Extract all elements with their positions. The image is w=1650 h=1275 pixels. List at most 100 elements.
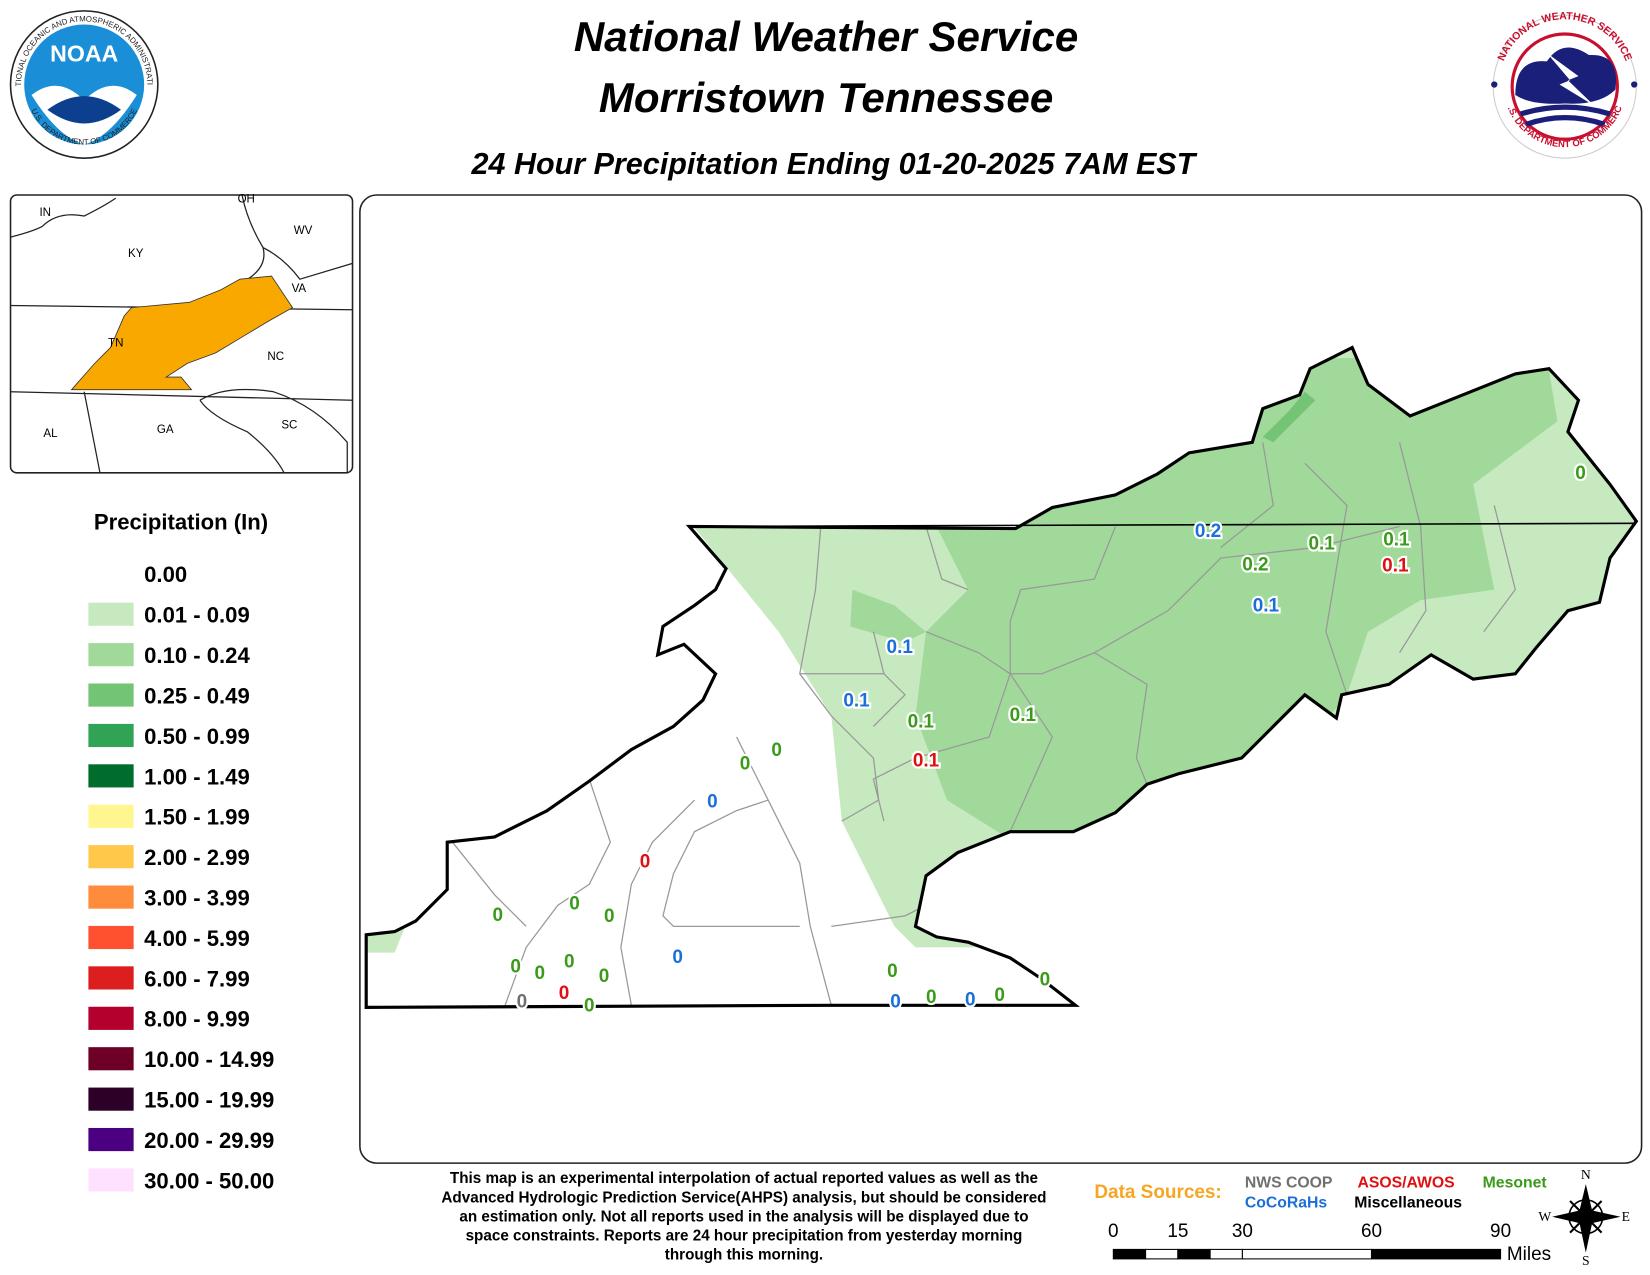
state-label: AL <box>43 428 58 440</box>
state-label: WV <box>294 225 313 237</box>
legend-swatch <box>88 804 134 828</box>
note-line: Advanced Hydrologic Prediction Service(A… <box>441 1189 1046 1206</box>
inset-map: IN OH WV KY VA TN NC AL GA SC <box>9 193 354 474</box>
source-name: CoCoRaHs <box>1245 1194 1328 1211</box>
note-line: an estimation only. Not all reports used… <box>459 1208 1028 1225</box>
legend-label: 4.00 - 5.99 <box>144 926 250 951</box>
source-name: NWS COOP <box>1245 1174 1333 1191</box>
compass-letter: W <box>1538 1209 1551 1224</box>
scale-tick-label: 30 <box>1232 1221 1253 1242</box>
legend-swatch <box>88 925 134 950</box>
station-value: 0.1 <box>1382 556 1408 577</box>
station-value: 0 <box>1575 463 1586 484</box>
station-value: 0 <box>510 957 521 978</box>
state-label: SC <box>281 420 297 432</box>
station-value: 0.2 <box>1195 521 1221 542</box>
legend-swatch <box>88 1087 134 1111</box>
station-value: 0 <box>492 905 503 926</box>
legend-swatch <box>88 1047 134 1071</box>
station-value: 0 <box>994 985 1005 1006</box>
note-line: This map is an experimental interpolatio… <box>450 1170 1038 1187</box>
state-label: GA <box>157 424 174 436</box>
legend-swatch <box>88 764 134 788</box>
legend-swatch <box>88 845 134 869</box>
station-value: 0 <box>672 947 683 968</box>
legend-label: 0.00 <box>144 562 187 587</box>
legend-title: Precipitation (In) <box>94 510 268 535</box>
scale-segment <box>1145 1248 1179 1260</box>
scale-tick-label: 60 <box>1361 1221 1382 1242</box>
source-name: ASOS/AWOS <box>1357 1174 1454 1191</box>
station-value: 0.1 <box>1383 529 1409 550</box>
legend-swatch <box>88 562 134 586</box>
station-value: 0 <box>584 996 595 1017</box>
station-value: 0.1 <box>1253 596 1279 617</box>
scale-unit: Miles <box>1507 1244 1551 1265</box>
legend-label: 3.00 - 3.99 <box>144 886 250 911</box>
scale-segment <box>1209 1248 1243 1260</box>
legend-swatch <box>88 966 134 990</box>
compass-letters: N E S W <box>1538 1167 1630 1268</box>
station-value: 0.1 <box>1010 705 1036 726</box>
legend-label: 0.25 - 0.49 <box>144 683 250 708</box>
sources-label: Data Sources: <box>1094 1182 1221 1203</box>
legend-swatch <box>88 1127 134 1152</box>
state-label: NC <box>267 351 284 363</box>
scale-tick-label: 90 <box>1490 1221 1511 1242</box>
note-line: space constraints. Reports are 24 hour p… <box>466 1228 1023 1245</box>
station-value: 0.1 <box>887 637 913 658</box>
disclaimer: This map is an experimental interpolatio… <box>441 1170 1046 1264</box>
legend-swatch <box>88 602 134 626</box>
legend-label: 0.10 - 0.24 <box>144 643 250 668</box>
legend-label: 2.00 - 2.99 <box>144 845 250 870</box>
station-value: 0.1 <box>913 750 939 771</box>
station-value: 0 <box>640 851 651 872</box>
legend-swatch <box>88 683 134 707</box>
scale-tick-label: 15 <box>1167 1221 1188 1242</box>
scale-tick-label: 0 <box>1108 1221 1119 1242</box>
station-values: 0.20.1 0.10.2 0.10.10.10.10.1 0.10.10000000… <box>490 461 1588 1019</box>
legend-label: 30.00 - 50.00 <box>144 1168 274 1193</box>
legend-label: 6.00 - 7.99 <box>144 966 250 991</box>
data-sources: NWS COOP CoCoRaHs ASOS/AWOS Miscellaneous Me… <box>1245 1174 1548 1211</box>
legend-swatch <box>88 643 134 667</box>
station-value: 0.1 <box>1309 534 1335 555</box>
title: Morristown Tennessee <box>599 74 1053 121</box>
station-value: 0 <box>771 740 782 761</box>
source-name: Mesonet <box>1483 1174 1548 1191</box>
scale-segment <box>1177 1248 1211 1260</box>
title: National Weather Service <box>574 13 1078 60</box>
station-value: 0.1 <box>908 711 934 732</box>
legend-label: 1.00 - 1.49 <box>144 764 250 789</box>
station-value: 0 <box>599 966 610 987</box>
legend-label: 0.01 - 0.09 <box>144 603 250 628</box>
station-value: 0 <box>926 987 937 1008</box>
legend-label: 8.00 - 9.99 <box>144 1007 250 1032</box>
logo-text: NOAA <box>50 40 118 66</box>
station-value: 0 <box>535 963 546 984</box>
state-label: TN <box>108 338 123 350</box>
note-line: through this morning. <box>665 1247 823 1264</box>
compass-letter: N <box>1581 1167 1591 1182</box>
compass-letter: E <box>1622 1209 1630 1224</box>
legend-label: 10.00 - 14.99 <box>144 1047 274 1072</box>
compass-rose <box>1552 1184 1621 1253</box>
state-label: VA <box>292 283 307 295</box>
state-label: IN <box>39 207 51 219</box>
station-value: 0 <box>604 906 615 927</box>
legend-label: 20.00 - 29.99 <box>144 1128 274 1153</box>
station-value: 0 <box>517 991 528 1012</box>
legend-swatch <box>88 885 134 909</box>
legend-swatch <box>88 1168 134 1192</box>
station-value: 0.1 <box>843 690 869 711</box>
scale-segment <box>1112 1248 1147 1260</box>
legend-label: 1.50 - 1.99 <box>144 805 250 830</box>
state-label: KY <box>128 248 144 260</box>
station-value: 0 <box>740 754 751 775</box>
state-label: OH <box>238 193 255 205</box>
station-value: 0 <box>707 791 718 812</box>
legend: 0.00 0.01 - 0.09 0.10 - 0.24 0.25 - 0.49 0.5… <box>88 562 274 1193</box>
